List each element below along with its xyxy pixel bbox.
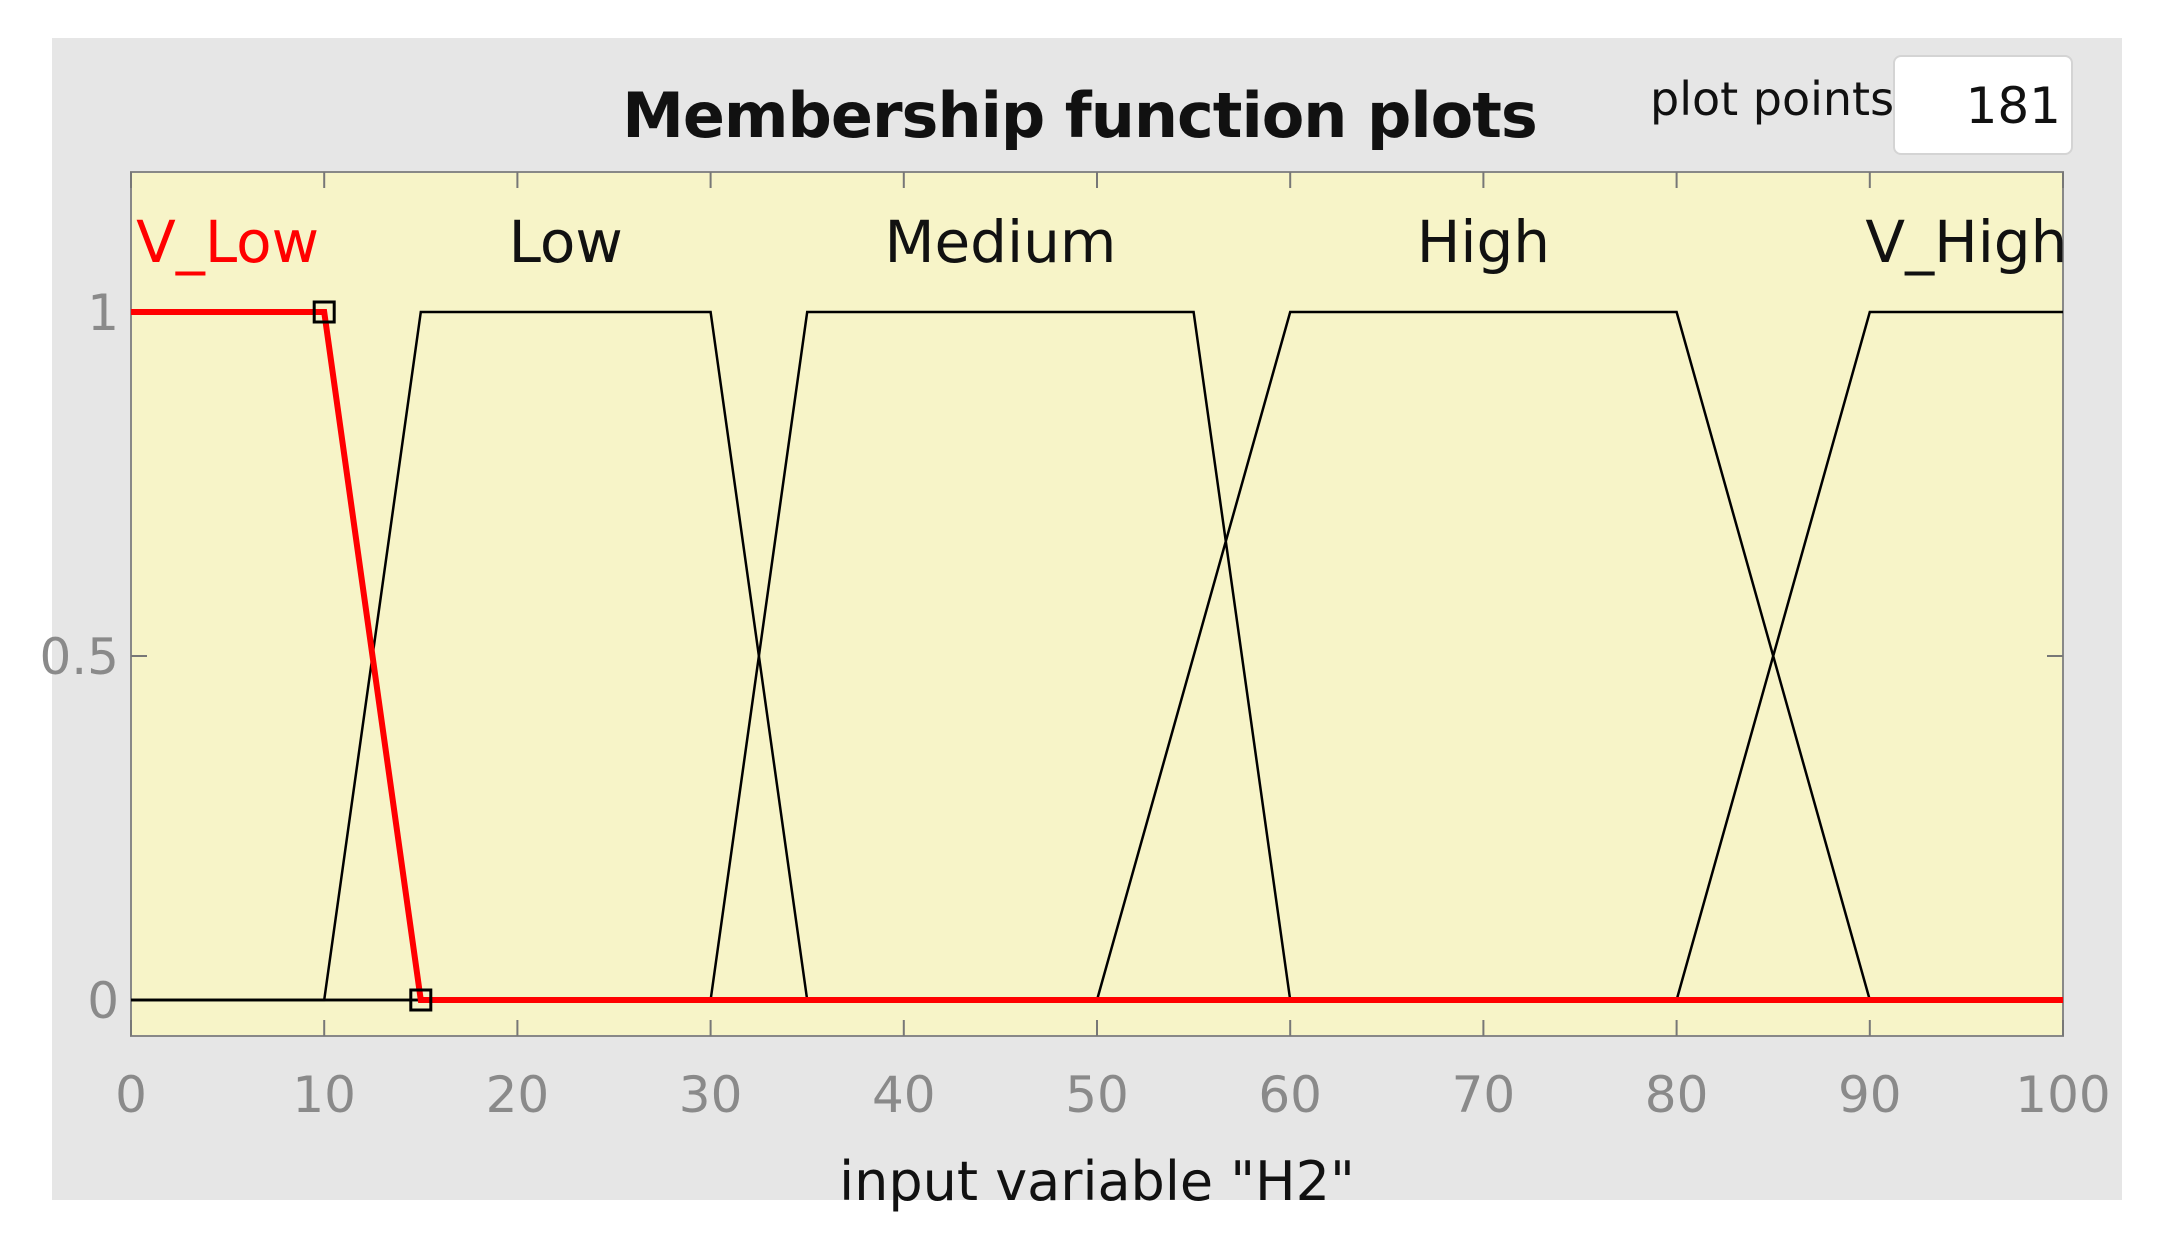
x-tick-label: 80 xyxy=(1645,1066,1709,1124)
plot-points-label: plot points: xyxy=(1650,72,1910,126)
y-tick-label: 1 xyxy=(87,284,119,342)
x-tick-label: 10 xyxy=(292,1066,356,1124)
x-tick-label: 30 xyxy=(679,1066,743,1124)
x-tick-label: 20 xyxy=(486,1066,550,1124)
plot-points-value: 181 xyxy=(1965,77,2061,135)
axes: 0 10 20 30 40 50 60 70 80 90 100 0 0.5 1 xyxy=(39,172,2111,1124)
mf-label-high: High xyxy=(1417,208,1550,276)
x-tick-label: 50 xyxy=(1065,1066,1129,1124)
x-tick-label: 70 xyxy=(1452,1066,1516,1124)
control-point-marker xyxy=(409,988,433,1012)
x-axis-label: input variable "H2" xyxy=(839,1150,1355,1213)
labels-layer: Low Medium High V_High V_Low xyxy=(136,208,2067,276)
plot-points-input[interactable]: 181 xyxy=(1893,55,2073,155)
x-tick-label: 90 xyxy=(1838,1066,1902,1124)
y-tick-label: 0 xyxy=(87,972,119,1030)
mf-label-v-low: V_Low xyxy=(136,208,319,276)
x-tick-label: 60 xyxy=(1258,1066,1322,1124)
mf-label-v-high: V_High xyxy=(1865,208,2067,276)
y-tick-label: 0.5 xyxy=(39,628,119,686)
mf-label-low: Low xyxy=(509,208,623,276)
x-tick-label: 100 xyxy=(2015,1066,2110,1124)
chart-title: Membership function plots xyxy=(622,79,1538,152)
series-layer xyxy=(131,300,2063,1012)
mf-line-v-low xyxy=(131,309,2063,1003)
x-tick-label: 0 xyxy=(115,1066,147,1124)
plot-area xyxy=(130,171,2064,1037)
control-point-marker xyxy=(312,300,336,324)
x-tick-label: 40 xyxy=(872,1066,936,1124)
mf-label-medium: Medium xyxy=(884,208,1116,276)
